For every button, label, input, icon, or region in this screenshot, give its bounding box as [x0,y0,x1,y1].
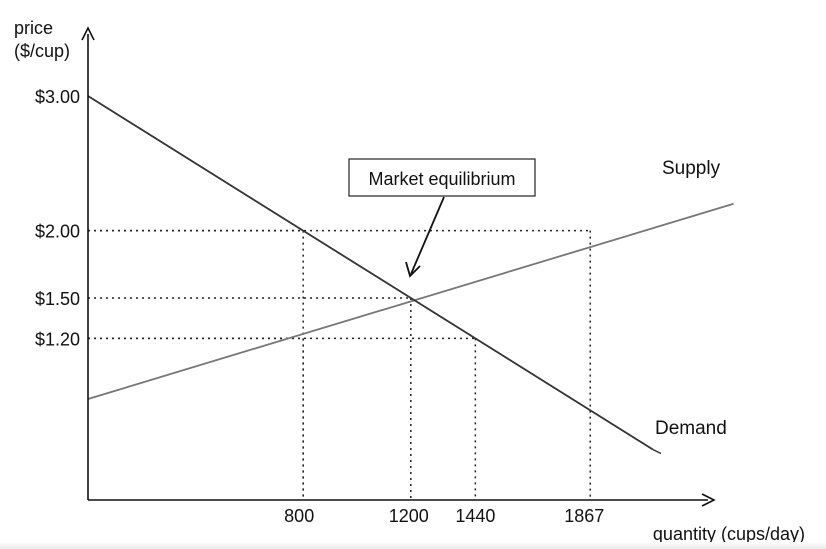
y-tick-label: $1.20 [35,329,80,349]
annotation-text: Market equilibrium [368,169,515,189]
annotation-arrow-head [405,261,421,278]
y-axis-label-line2: ($/cup) [14,41,70,61]
demand-line [87,95,654,451]
axes [81,26,716,507]
annotation-arrow-line [410,196,445,275]
bottom-edge-shadow [0,542,826,549]
x-axis-arrow [701,493,716,507]
y-tick-label: $1.50 [35,289,80,309]
x-tick-label: 800 [284,506,314,526]
x-tick-labels: 800 1200 1440 1867 [284,506,604,526]
supply-line [87,202,734,400]
x-tick-label: 1867 [564,506,604,526]
guide-lines [88,229,591,500]
y-tick-label: $3.00 [35,87,80,107]
series-lines [87,95,734,455]
demand-label: Demand [655,418,727,439]
y-tick-label: $2.00 [35,222,80,242]
x-tick-label: 1440 [455,506,495,526]
y-axis-arrow [81,26,95,41]
x-tick-label: 1200 [389,506,429,526]
demand-label-leader [652,448,662,455]
equilibrium-annotation: Market equilibrium [348,158,536,278]
supply-label: Supply [662,158,721,179]
y-axis-label-line1: price [14,18,53,38]
y-tick-labels: $3.00 $2.00 $1.50 $1.20 [35,87,80,349]
x-axis-label: quantity (cups/day) [653,524,805,544]
annotation-box [348,158,536,197]
